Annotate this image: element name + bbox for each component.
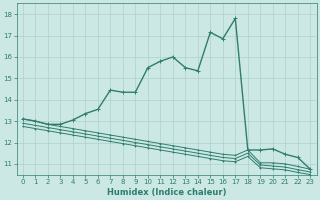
X-axis label: Humidex (Indice chaleur): Humidex (Indice chaleur) [107,188,226,197]
